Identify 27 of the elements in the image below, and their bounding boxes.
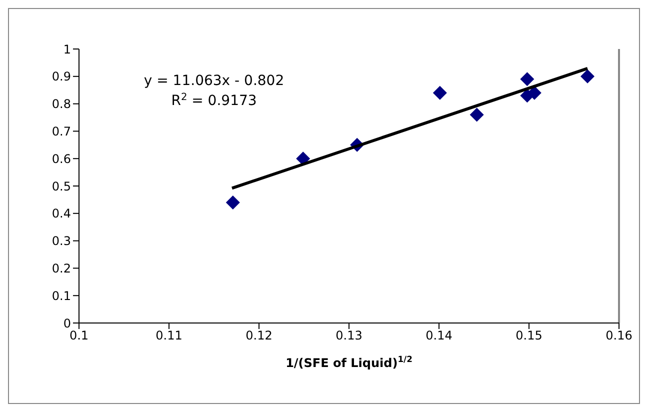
- y-tick-label: 0.5: [52, 179, 71, 194]
- y-tick-label: 0.7: [52, 124, 71, 138]
- y-tick-label: 0.6: [52, 152, 71, 166]
- y-tick-label: 0: [63, 316, 71, 330]
- x-tick-label: 0.11: [156, 328, 182, 343]
- y-tick-label: 0.3: [52, 234, 71, 248]
- y-tick-label: 0.9: [52, 70, 71, 84]
- point: [527, 86, 542, 100]
- point: [470, 108, 484, 122]
- point: [520, 72, 534, 86]
- point: [432, 86, 447, 100]
- x-tick-label: 0.13: [336, 328, 362, 343]
- y-tick-label: 0.8: [52, 97, 71, 112]
- x-tick-label: 0.16: [606, 328, 632, 343]
- x-tick-label: 0.14: [426, 328, 452, 343]
- annotation: R$^{2}$ = 0.9173: [171, 92, 257, 109]
- point: [226, 195, 240, 210]
- point: [580, 69, 594, 84]
- y-tick-label: 0.2: [52, 261, 71, 276]
- point: [296, 152, 310, 166]
- x-axis-title: 1/(SFE of Liquid)$^{1/2}$: [286, 354, 413, 370]
- y-tick-label: 0.1: [52, 288, 71, 303]
- x-tick-label: 0.12: [246, 328, 272, 343]
- y-tick-label: 1: [63, 42, 71, 56]
- y-tick-label: 0.4: [52, 206, 71, 221]
- x-tick-label: 0.15: [516, 328, 542, 343]
- annotation: y = 11.063x - 0.802: [144, 73, 284, 89]
